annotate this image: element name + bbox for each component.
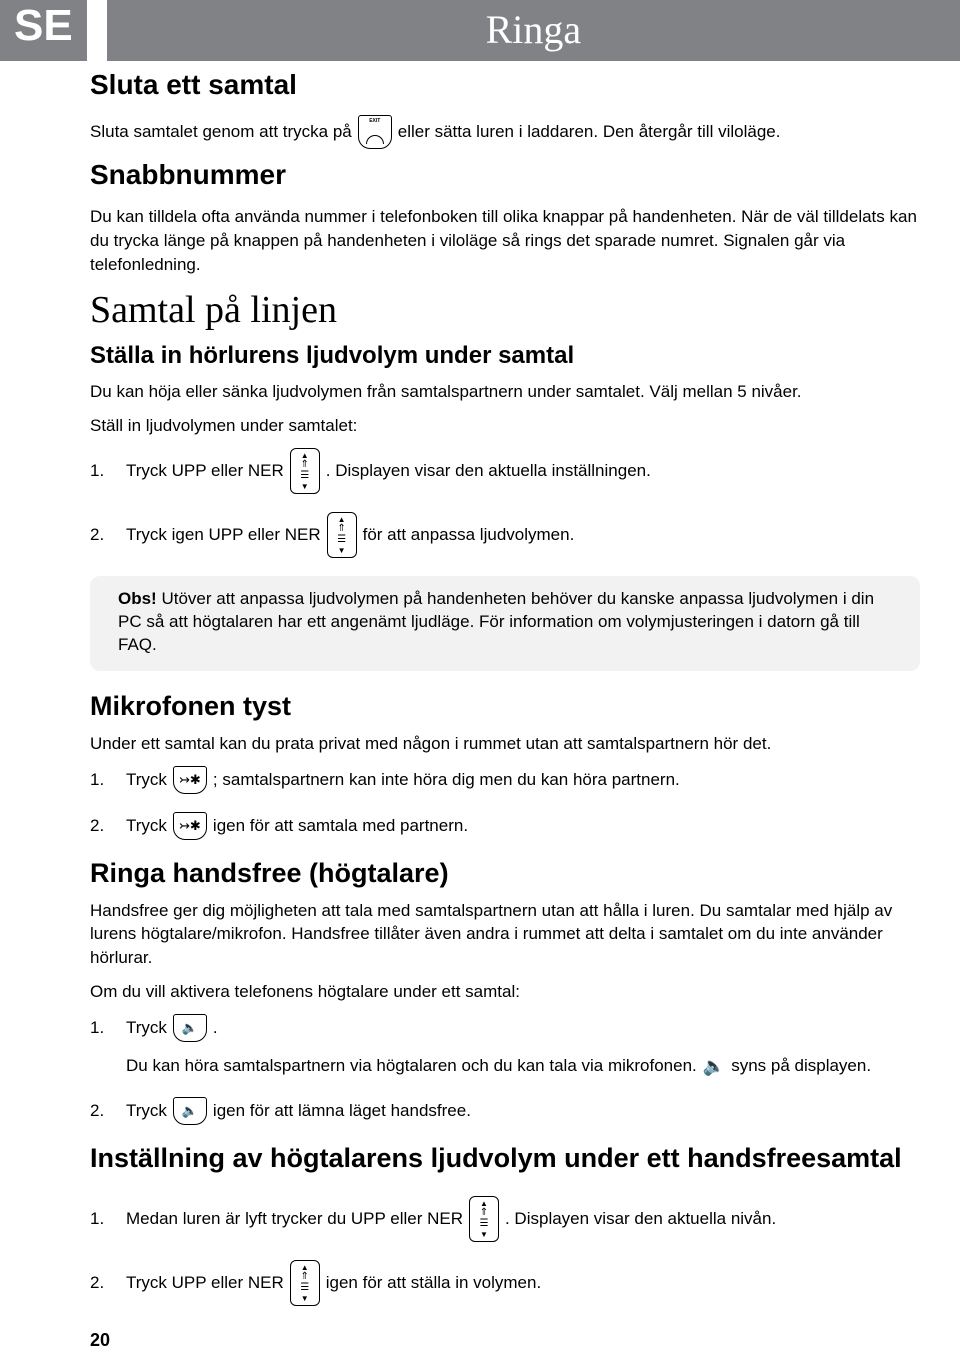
page-number: 20 [90, 1330, 920, 1351]
list-item: Tryck 🔈 igen för att lämna läget handsfr… [90, 1097, 920, 1125]
section-heading-mute: Mikrofonen tyst [90, 691, 920, 722]
text: Du kan höra samtalspartnern via högtalar… [126, 1054, 697, 1078]
note-box: Obs! Utöver att anpassa ljudvolymen på h… [90, 576, 920, 671]
mute-key-icon: ↣✱ [173, 766, 207, 794]
mute-steps: Tryck ↣✱ ; samtalspartnern kan inte höra… [90, 766, 920, 840]
page-content: Sluta ett samtal Sluta samtalet genom at… [0, 61, 960, 1371]
text: . [213, 1016, 218, 1040]
text: Tryck [126, 1016, 167, 1040]
section-heading-end-call: Sluta ett samtal [90, 69, 920, 101]
triangle-down-icon [480, 1230, 488, 1239]
text: Tryck [126, 1099, 167, 1123]
text: Tryck UPP eller NER [126, 459, 284, 483]
list-item: Tryck 🔈 . [90, 1014, 920, 1042]
handsfree-steps-2: Tryck 🔈 igen för att lämna läget handsfr… [90, 1097, 920, 1125]
language-badge: SE [0, 0, 87, 61]
speaker-icon: 🔈 [703, 1054, 725, 1079]
subheading-earpiece-volume: Ställa in hörlurens ljudvolym under samt… [90, 342, 920, 370]
text: igen för att lämna läget handsfree. [213, 1099, 471, 1123]
text: Tryck igen UPP eller NER [126, 523, 321, 547]
text: Tryck [126, 814, 167, 838]
exit-key-icon: EXIT [358, 115, 392, 149]
vol-para2: Ställ in ljudvolymen under samtalet: [90, 414, 920, 438]
list-item: Tryck igen UPP eller NER ⇑☰ för att anpa… [90, 512, 920, 558]
list-item: Tryck UPP eller NER ⇑☰ . Displayen visar… [90, 448, 920, 494]
updown-key-icon: ⇑☰ [290, 448, 320, 494]
triangle-down-icon [301, 482, 309, 491]
updown-key-icon: ⇑☰ [327, 512, 357, 558]
list-item: Tryck ↣✱ igen för att samtala med partne… [90, 812, 920, 840]
vol-para1: Du kan höja eller sänka ljudvolymen från… [90, 380, 920, 404]
text: igen för att ställa in volymen. [326, 1271, 541, 1295]
text: ; samtalspartnern kan inte höra dig men … [213, 768, 680, 792]
text: för att anpassa ljudvolymen. [363, 523, 575, 547]
volume-steps: Tryck UPP eller NER ⇑☰ . Displayen visar… [90, 448, 920, 558]
speeddial-para: Du kan tilldela ofta använda nummer i te… [90, 205, 920, 276]
mute-key-icon: ↣✱ [173, 812, 207, 840]
text: Sluta samtalet genom att trycka på [90, 120, 352, 144]
section-heading-handsfree: Ringa handsfree (högtalare) [90, 858, 920, 889]
handsfree-para1: Handsfree ger dig möjligheten att tala m… [90, 899, 920, 970]
section-heading-online: Samtal på linjen [90, 288, 920, 332]
list-item: Medan luren är lyft trycker du UPP eller… [90, 1196, 920, 1242]
updown-key-icon: ⇑☰ [290, 1260, 320, 1306]
speaker-key-icon: 🔈 [173, 1014, 207, 1042]
text: Tryck [126, 768, 167, 792]
note-text: Utöver att anpassa ljudvolymen på handen… [118, 589, 874, 654]
text: . Displayen visar den aktuella inställni… [326, 459, 651, 483]
page-header: SE Ringa [0, 0, 960, 61]
triangle-down-icon [301, 1294, 309, 1303]
speaker-vol-steps: Medan luren är lyft trycker du UPP eller… [90, 1196, 920, 1306]
section-heading-speeddial: Snabbnummer [90, 159, 920, 191]
list-item: Tryck UPP eller NER ⇑☰ igen för att stäl… [90, 1260, 920, 1306]
text: . Displayen visar den aktuella nivån. [505, 1207, 776, 1231]
end-call-instruction: Sluta samtalet genom att trycka på EXIT … [90, 115, 920, 149]
section-heading-speaker-volume: Inställning av högtalarens ljudvolym und… [90, 1143, 920, 1174]
triangle-down-icon [338, 546, 346, 555]
header-gap [87, 0, 107, 61]
handsfree-steps-1: Tryck 🔈 . [90, 1014, 920, 1042]
handsfree-result: Du kan höra samtalspartnern via högtalar… [90, 1054, 920, 1079]
exit-label: EXIT [369, 118, 380, 125]
text: Medan luren är lyft trycker du UPP eller… [126, 1207, 463, 1231]
text: igen för att samtala med partnern. [213, 814, 468, 838]
text: syns på displayen. [731, 1054, 871, 1078]
page-title-bar: Ringa [107, 0, 960, 61]
updown-key-icon: ⇑☰ [469, 1196, 499, 1242]
mute-para: Under ett samtal kan du prata privat med… [90, 732, 920, 756]
speaker-key-icon: 🔈 [173, 1097, 207, 1125]
text: eller sätta luren i laddaren. Den återgå… [398, 120, 781, 144]
note-label: Obs! [118, 589, 157, 608]
hangup-icon [366, 135, 384, 144]
text: Tryck UPP eller NER [126, 1271, 284, 1295]
handsfree-para2: Om du vill aktivera telefonens högtalare… [90, 980, 920, 1004]
list-item: Tryck ↣✱ ; samtalspartnern kan inte höra… [90, 766, 920, 794]
